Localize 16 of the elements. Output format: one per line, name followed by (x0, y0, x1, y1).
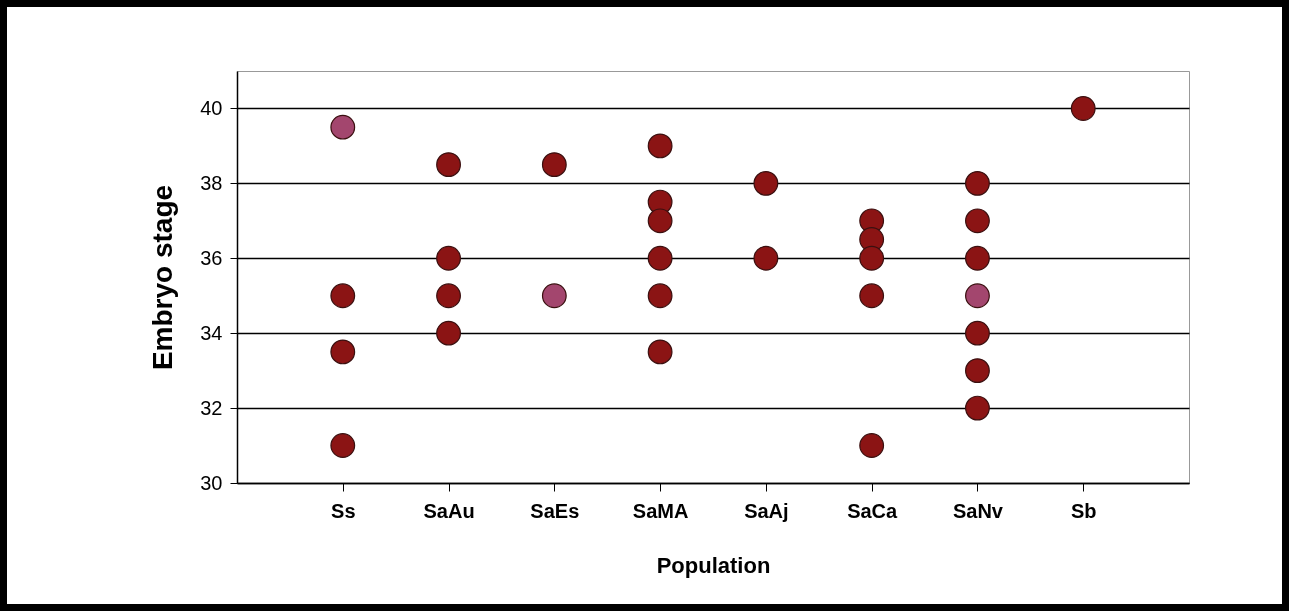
y-tick-label: 38 (200, 171, 223, 194)
x-tick-label: SaAj (744, 499, 789, 522)
x-tick-label: SaEs (530, 499, 580, 522)
x-tick-label: Sb (1070, 499, 1097, 522)
y-tick-label: 30 (200, 471, 223, 494)
x-axis-title: Population (656, 552, 771, 578)
y-axis-title: Embryo stage (147, 184, 179, 371)
y-tick-label: 40 (200, 96, 223, 119)
x-tick-label: SaNv (952, 499, 1004, 522)
x-tick-label: SaCa (847, 499, 899, 522)
x-tick-label: Ss (331, 499, 356, 522)
y-tick-label: 34 (200, 321, 223, 344)
x-tick-label: SaAu (423, 499, 475, 522)
y-tick-label: 32 (200, 396, 223, 419)
y-tick-label: 36 (200, 246, 223, 269)
x-tick-label: SaMA (632, 499, 689, 522)
